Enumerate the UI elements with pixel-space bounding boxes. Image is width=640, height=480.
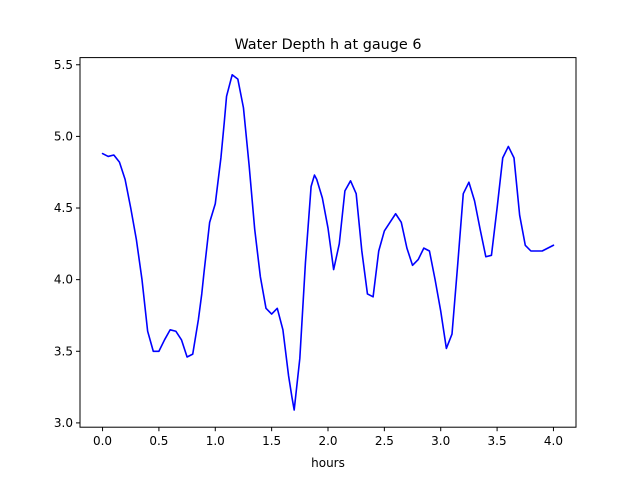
y-tick-label: 5.5 [54,58,73,72]
y-tick-label: 3.5 [54,344,73,358]
x-tick-label: 0.5 [149,434,168,448]
x-tick-label: 2.0 [318,434,337,448]
x-tick-label: 4.0 [544,434,563,448]
x-tick-label: 0.0 [93,434,112,448]
series-line-0 [101,73,555,411]
chart-title: Water Depth h at gauge 6 [234,37,421,53]
y-axis: 3.0 3.5 4.0 4.5 5.0 5.5 [54,58,80,430]
series-layer [101,73,555,411]
x-tick-label: 3.5 [488,434,507,448]
x-axis-label: hours [311,456,345,470]
y-tick-label: 5.0 [54,129,73,143]
x-axis: 0.0 0.5 1.0 1.5 2.0 2.5 3.0 3.5 4.0 [93,427,563,448]
y-tick-label: 4.0 [54,273,73,287]
x-tick-label: 1.0 [206,434,225,448]
x-tick-label: 1.5 [262,434,281,448]
x-tick-label: 2.5 [375,434,394,448]
y-tick-label: 3.0 [54,416,73,430]
y-tick-label: 4.5 [54,201,73,215]
x-tick-label: 3.0 [431,434,450,448]
